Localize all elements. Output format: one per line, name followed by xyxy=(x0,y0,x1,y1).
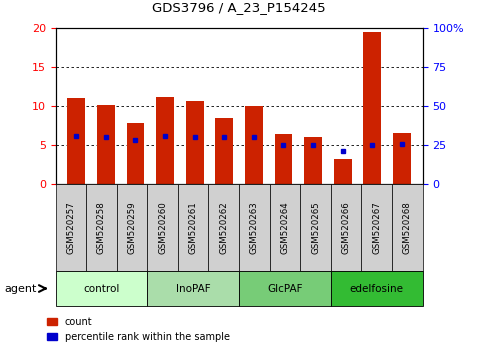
Text: GDS3796 / A_23_P154245: GDS3796 / A_23_P154245 xyxy=(152,1,326,14)
Bar xyxy=(363,32,381,184)
Bar xyxy=(127,123,144,184)
Text: GSM520261: GSM520261 xyxy=(189,201,198,254)
Text: GSM520265: GSM520265 xyxy=(311,201,320,254)
Text: InoPAF: InoPAF xyxy=(176,284,211,293)
Bar xyxy=(215,118,233,184)
Bar xyxy=(304,137,322,184)
Text: control: control xyxy=(83,284,120,293)
Bar xyxy=(68,98,85,184)
Text: GSM520258: GSM520258 xyxy=(97,201,106,254)
Text: GSM520264: GSM520264 xyxy=(281,201,289,254)
Text: GSM520268: GSM520268 xyxy=(403,201,412,254)
Bar xyxy=(275,134,292,184)
Bar xyxy=(186,101,203,184)
Bar xyxy=(97,105,115,184)
Text: GSM520263: GSM520263 xyxy=(250,201,259,254)
Bar xyxy=(245,106,263,184)
Text: GSM520260: GSM520260 xyxy=(158,201,167,254)
Text: edelfosine: edelfosine xyxy=(350,284,404,293)
Text: GlcPAF: GlcPAF xyxy=(267,284,303,293)
Legend: count, percentile rank within the sample: count, percentile rank within the sample xyxy=(43,313,234,346)
Text: GSM520262: GSM520262 xyxy=(219,201,228,254)
Bar xyxy=(393,133,411,184)
Bar xyxy=(334,159,352,184)
Text: GSM520266: GSM520266 xyxy=(341,201,351,254)
Text: GSM520259: GSM520259 xyxy=(128,201,137,254)
Text: agent: agent xyxy=(5,284,37,293)
Text: GSM520267: GSM520267 xyxy=(372,201,381,254)
Bar xyxy=(156,97,174,184)
Text: GSM520257: GSM520257 xyxy=(66,201,75,254)
